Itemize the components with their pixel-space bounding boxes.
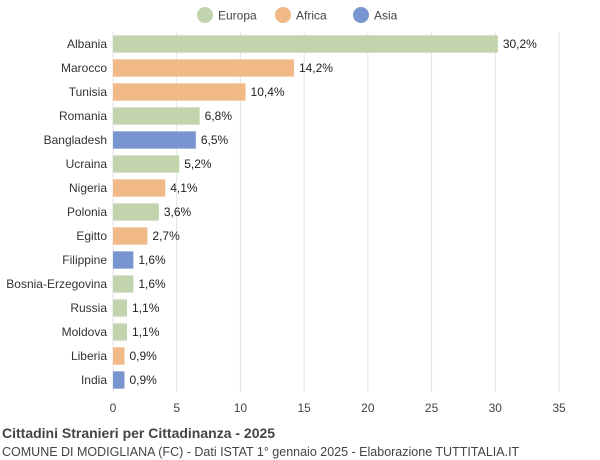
value-label-bosnia-erzegovina: 1,6% (138, 277, 166, 291)
category-label-bangladesh: Bangladesh (44, 133, 107, 147)
category-label-romania: Romania (59, 109, 107, 123)
legend-marker-asia (353, 7, 369, 23)
category-label-moldova: Moldova (62, 325, 108, 339)
value-label-nigeria: 4,1% (170, 181, 198, 195)
value-label-russia: 1,1% (132, 301, 160, 315)
x-tick-label-10: 10 (234, 401, 248, 415)
x-tick-label-30: 30 (489, 401, 503, 415)
value-label-romania: 6,8% (205, 109, 233, 123)
bar-india (113, 371, 125, 389)
bar-chart: Europa Africa Asia Albania Marocco Tunisia Ro… (6, 7, 566, 415)
category-label-nigeria: Nigeria (69, 181, 107, 195)
x-tick-label-15: 15 (297, 401, 311, 415)
legend-label-asia: Asia (374, 9, 398, 23)
category-label-egitto: Egitto (76, 229, 107, 243)
bar-romania (113, 107, 200, 125)
category-label-ucraina: Ucraina (66, 157, 108, 171)
legend-label-europa: Europa (218, 9, 257, 23)
bar-bangladesh (113, 131, 196, 149)
bar-marocco (113, 59, 294, 77)
chart-legend: Europa Africa Asia (197, 7, 398, 23)
value-label-ucraina: 5,2% (184, 157, 212, 171)
bar-egitto (113, 227, 148, 245)
category-label-bosnia-erzegovina: Bosnia-Erzegovina (6, 277, 107, 291)
value-label-india: 0,9% (129, 373, 157, 387)
value-label-liberia: 0,9% (129, 349, 157, 363)
legend-marker-africa (275, 7, 291, 23)
value-label-albania: 30,2% (503, 37, 537, 51)
x-tick-label-20: 20 (361, 401, 375, 415)
bar-polonia (113, 203, 159, 221)
value-label-polonia: 3,6% (164, 205, 192, 219)
value-label-marocco: 14,2% (299, 61, 333, 75)
category-label-albania: Albania (67, 37, 107, 51)
bar-albania (113, 35, 498, 53)
legend-marker-europa (197, 7, 213, 23)
value-label-egitto: 2,7% (152, 229, 180, 243)
x-axis-ticks: 0 5 10 15 20 25 30 35 (110, 401, 566, 415)
value-labels: 30,2% 14,2% 10,4% 6,8% 6,5% 5,2% 4,1% 3,6% 2,7% 1… (129, 37, 537, 387)
x-tick-label-35: 35 (552, 401, 566, 415)
category-label-liberia: Liberia (71, 349, 107, 363)
x-tick-label-0: 0 (110, 401, 117, 415)
category-label-polonia: Polonia (67, 205, 107, 219)
legend-label-africa: Africa (296, 9, 327, 23)
bar-liberia (113, 347, 125, 365)
bar-russia (113, 299, 128, 317)
chart-bars (113, 35, 498, 389)
value-label-filippine: 1,6% (138, 253, 166, 267)
category-label-india: India (81, 373, 107, 387)
category-label-filippine: Filippine (62, 253, 107, 267)
bar-ucraina (113, 155, 180, 173)
value-label-tunisia: 10,4% (251, 85, 285, 99)
chart-title: Cittadini Stranieri per Cittadinanza - 2… (2, 425, 276, 441)
bar-bosnia-erzegovina (113, 275, 134, 293)
bar-moldova (113, 323, 128, 341)
category-labels: Albania Marocco Tunisia Romania Bangladesh Uc… (6, 37, 107, 387)
x-tick-label-5: 5 (173, 401, 180, 415)
chart-subtitle: COMUNE DI MODIGLIANA (FC) - Dati ISTAT 1… (2, 445, 520, 459)
category-label-russia: Russia (70, 301, 107, 315)
bar-tunisia (113, 83, 246, 101)
value-label-moldova: 1,1% (132, 325, 160, 339)
category-label-tunisia: Tunisia (69, 85, 108, 99)
category-label-marocco: Marocco (61, 61, 107, 75)
value-label-bangladesh: 6,5% (201, 133, 229, 147)
bar-filippine (113, 251, 134, 269)
x-tick-label-25: 25 (425, 401, 439, 415)
bar-nigeria (113, 179, 166, 197)
